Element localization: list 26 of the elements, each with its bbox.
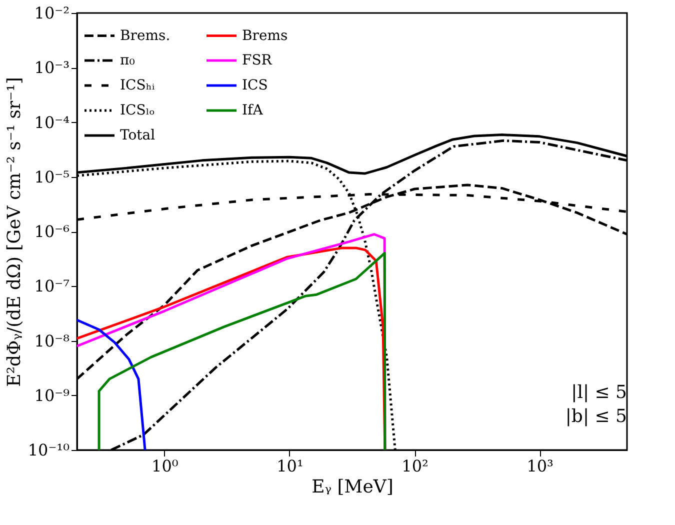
y-tick-label: 10⁻⁵ bbox=[34, 167, 70, 186]
x-tick-label: 10⁰ bbox=[152, 456, 178, 476]
legend-label: Brems. bbox=[120, 28, 170, 44]
legend-label: ICS bbox=[242, 78, 268, 94]
legend-label: FSR bbox=[242, 52, 272, 68]
y-tick-label: 10⁻⁹ bbox=[34, 386, 70, 405]
legend-label: π₀ bbox=[120, 52, 136, 68]
y-tick-label: 10⁻⁷ bbox=[34, 276, 70, 296]
y-tick-label: 10⁻⁸ bbox=[34, 331, 70, 350]
legend-label: ICSₕᵢ bbox=[120, 78, 155, 94]
y-tick-label: 10⁻⁴ bbox=[34, 112, 70, 132]
annotation: |b| ≤ 5 bbox=[565, 406, 627, 427]
legend-label: Brems bbox=[242, 28, 288, 44]
legend-label: IfA bbox=[242, 102, 264, 118]
x-tick-label: 10³ bbox=[526, 456, 554, 476]
y-axis-title: E²dΦᵧ/(dE dΩ) [GeV cm⁻² s⁻¹ sr⁻¹] bbox=[4, 77, 25, 387]
x-tick-label: 10¹ bbox=[276, 456, 304, 476]
x-axis-title: Eᵧ [MeV] bbox=[312, 476, 394, 498]
y-tick-label: 10⁻² bbox=[34, 4, 70, 22]
legend-label: ICSₗₒ bbox=[120, 102, 155, 118]
y-tick-label: 10⁻⁶ bbox=[34, 222, 70, 241]
annotation: |l| ≤ 5 bbox=[571, 382, 627, 403]
y-tick-label: 10⁻¹⁰ bbox=[28, 440, 70, 460]
y-tick-label: 10⁻³ bbox=[34, 58, 70, 78]
x-tick-label: 10² bbox=[402, 456, 428, 476]
legend-label: Total bbox=[120, 128, 156, 144]
